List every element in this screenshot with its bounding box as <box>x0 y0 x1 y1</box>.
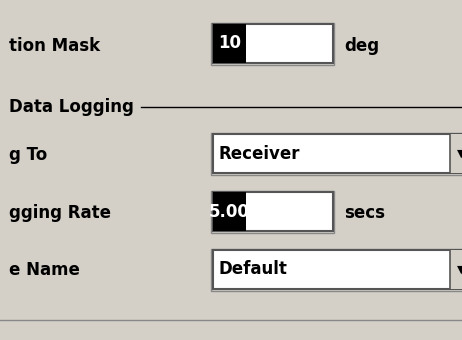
Text: ▼: ▼ <box>457 149 462 159</box>
Bar <box>450 134 462 173</box>
Text: Receiver: Receiver <box>218 145 299 163</box>
Text: 10: 10 <box>218 34 241 52</box>
Bar <box>211 133 462 175</box>
Text: gging Rate: gging Rate <box>9 204 111 221</box>
Text: deg: deg <box>344 37 379 55</box>
Text: secs: secs <box>344 204 385 221</box>
Bar <box>211 23 334 65</box>
Bar <box>450 250 462 289</box>
Text: 5.00: 5.00 <box>209 203 250 221</box>
Text: e Name: e Name <box>9 261 80 279</box>
Bar <box>211 249 462 291</box>
Text: tion Mask: tion Mask <box>9 37 100 55</box>
Bar <box>213 24 246 63</box>
Text: g To: g To <box>9 146 48 164</box>
Bar <box>213 250 462 289</box>
Bar <box>213 192 246 231</box>
Bar <box>213 24 333 63</box>
Text: Data Logging: Data Logging <box>9 98 134 116</box>
Bar <box>213 192 333 231</box>
Bar <box>211 191 334 233</box>
Text: Default: Default <box>218 260 287 278</box>
Text: ▼: ▼ <box>457 265 462 274</box>
Bar <box>213 134 462 173</box>
